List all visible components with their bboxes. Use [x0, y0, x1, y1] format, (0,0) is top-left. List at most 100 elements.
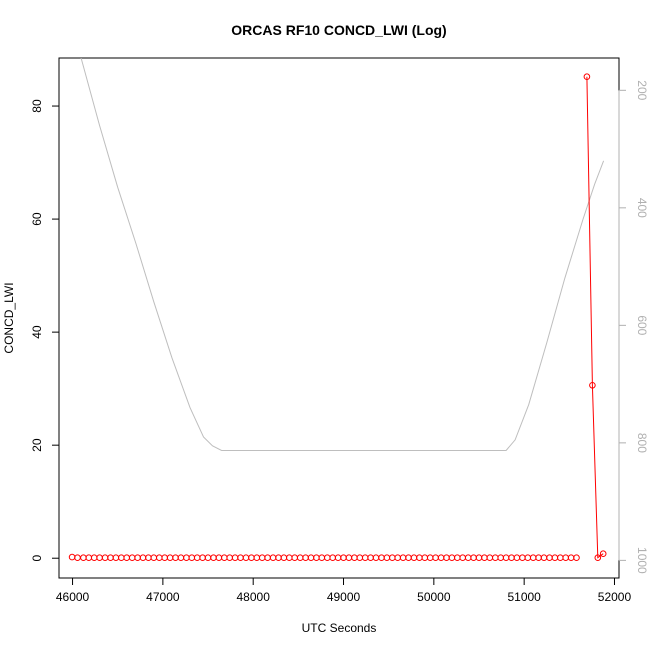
- x-axis-label: UTC Seconds: [302, 621, 377, 635]
- data-point: [145, 554, 152, 562]
- x-tick-label: 50000: [417, 590, 451, 604]
- data-point: [546, 554, 553, 562]
- altitude-line: [80, 58, 605, 451]
- data-point: [378, 554, 385, 562]
- data-point: [502, 554, 510, 562]
- altitude-series: [80, 58, 605, 451]
- data-point: [551, 554, 559, 562]
- data-point: [443, 554, 450, 562]
- data-point: [215, 554, 223, 562]
- data-point: [508, 554, 515, 562]
- data-point: [253, 554, 261, 562]
- data-point: [513, 554, 521, 562]
- data-point: [221, 554, 228, 562]
- data-point: [318, 554, 326, 562]
- x-tick-label: 49000: [327, 590, 361, 604]
- data-point: [573, 554, 580, 562]
- data-point: [492, 554, 499, 562]
- data-point: [529, 554, 537, 562]
- data-point: [96, 554, 103, 562]
- series-line: [586, 76, 604, 559]
- data-point: [280, 554, 288, 562]
- data-point: [340, 554, 347, 562]
- data-point: [210, 554, 217, 562]
- data-point: [128, 554, 136, 562]
- data-point: [68, 553, 76, 561]
- data-point: [410, 554, 418, 562]
- data-point: [101, 554, 109, 562]
- data-point: [361, 554, 369, 562]
- data-point: [481, 554, 488, 562]
- data-point: [583, 73, 591, 80]
- data-point: [334, 554, 342, 562]
- data-point: [118, 554, 125, 562]
- y-tick-label: 20: [30, 438, 44, 452]
- data-point: [562, 554, 570, 562]
- data-point: [356, 554, 364, 562]
- x-tick-label: 47000: [146, 590, 180, 604]
- data-point: [74, 554, 81, 562]
- data-point: [302, 554, 309, 562]
- data-point: [535, 554, 542, 562]
- data-point: [112, 554, 120, 562]
- data-point: [426, 554, 434, 562]
- y-tick-label: 60: [30, 212, 44, 226]
- y-tick-label: 40: [30, 325, 44, 339]
- data-point: [540, 554, 548, 562]
- data-point: [296, 554, 304, 562]
- data-point: [372, 554, 380, 562]
- data-point: [150, 554, 158, 562]
- data-point: [459, 554, 467, 562]
- data-point: [367, 554, 374, 562]
- x-tick-label: 51000: [507, 590, 541, 604]
- data-point: [139, 554, 147, 562]
- data-point: [599, 550, 607, 558]
- data-point: [226, 554, 233, 562]
- data-point: [405, 554, 412, 562]
- data-point: [177, 554, 185, 562]
- data-point: [107, 554, 114, 562]
- data-point: [421, 554, 429, 562]
- data-point: [269, 554, 277, 562]
- plot-frame: [58, 57, 620, 579]
- data-point: [313, 554, 320, 562]
- x-tick-label: 46000: [56, 590, 90, 604]
- x-tick-label: 48000: [237, 590, 271, 604]
- data-point: [383, 554, 391, 562]
- data-point: [594, 554, 602, 562]
- data-point: [448, 554, 456, 562]
- right-y-tick-label: 400: [635, 198, 649, 218]
- data-point: [519, 554, 526, 562]
- data-point: [193, 554, 201, 562]
- data-point: [345, 554, 353, 562]
- data-point: [557, 554, 564, 562]
- data-point: [161, 554, 168, 562]
- chart-title: ORCAS RF10 CONCD_LWI (Log): [231, 22, 446, 38]
- y-axis: 0 20 40 60 80: [30, 99, 60, 562]
- data-point: [324, 554, 331, 562]
- data-point: [475, 554, 483, 562]
- right-y-tick-label: 800: [635, 433, 649, 453]
- data-point: [464, 554, 472, 562]
- data-point: [437, 554, 445, 562]
- data-point: [416, 554, 423, 562]
- data-point: [329, 554, 337, 562]
- data-point: [389, 554, 396, 562]
- data-point: [248, 554, 255, 562]
- y-tick-label: 80: [30, 99, 44, 113]
- data-point: [432, 554, 439, 562]
- data-point: [166, 554, 174, 562]
- data-point: [188, 554, 196, 562]
- y-tick-label: 0: [30, 555, 44, 562]
- data-point: [204, 554, 212, 562]
- y-axis-label: CONCD_LWI: [2, 282, 16, 353]
- right-y-axis: 200 400 600 800 1000: [618, 80, 649, 574]
- x-tick-label: 52000: [598, 590, 632, 604]
- data-point: [589, 382, 596, 389]
- data-point: [80, 554, 87, 562]
- data-point: [275, 554, 282, 562]
- data-point: [264, 554, 271, 562]
- data-point: [156, 554, 163, 562]
- data-point: [497, 554, 505, 562]
